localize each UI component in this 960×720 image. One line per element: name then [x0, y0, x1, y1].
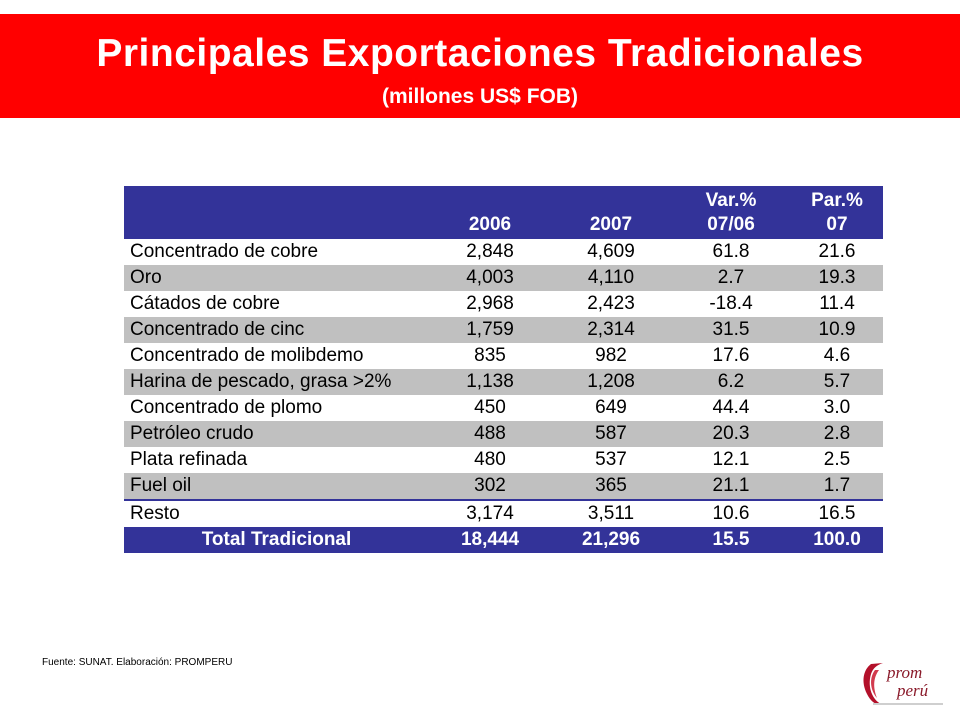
total-2007: 21,296	[551, 527, 671, 553]
total-var: 15.5	[671, 527, 791, 553]
table-row: Concentrado de plomo 450 649 44.4 3.0	[124, 395, 883, 421]
table-row: Cátados de cobre 2,968 2,423 -18.4 11.4	[124, 291, 883, 317]
row-var: 44.4	[671, 395, 791, 421]
row-name: Concentrado de cinc	[124, 317, 429, 343]
row-var: 21.1	[671, 473, 791, 500]
header-2006: 2006	[429, 186, 551, 239]
row-name: Fuel oil	[124, 473, 429, 500]
header-2007: 2007	[551, 186, 671, 239]
promperu-logo: prom perú	[863, 663, 943, 705]
row-2007: 587	[551, 421, 671, 447]
logo-text-peru: perú	[896, 681, 928, 700]
row-var: -18.4	[671, 291, 791, 317]
row-2006: 480	[429, 447, 551, 473]
table-row: Fuel oil 302 365 21.1 1.7	[124, 473, 883, 500]
row-par: 19.3	[791, 265, 883, 291]
logo-text-prom: prom	[886, 663, 922, 682]
total-2006: 18,444	[429, 527, 551, 553]
row-2006: 488	[429, 421, 551, 447]
row-name: Resto	[124, 499, 429, 527]
row-var: 2.7	[671, 265, 791, 291]
table-row: Plata refinada 480 537 12.1 2.5	[124, 447, 883, 473]
table-row: Oro 4,003 4,110 2.7 19.3	[124, 265, 883, 291]
row-name: Petróleo crudo	[124, 421, 429, 447]
row-var: 17.6	[671, 343, 791, 369]
row-2007: 537	[551, 447, 671, 473]
row-var: 6.2	[671, 369, 791, 395]
total-row: Total Tradicional 18,444 21,296 15.5 100…	[124, 527, 883, 553]
row-2006: 2,848	[429, 239, 551, 265]
row-2006: 450	[429, 395, 551, 421]
table-row: Harina de pescado, grasa >2% 1,138 1,208…	[124, 369, 883, 395]
row-2007: 4,110	[551, 265, 671, 291]
row-2007: 2,423	[551, 291, 671, 317]
total-name: Total Tradicional	[124, 527, 429, 553]
row-var: 20.3	[671, 421, 791, 447]
row-par: 2.5	[791, 447, 883, 473]
row-name: Plata refinada	[124, 447, 429, 473]
row-2007: 649	[551, 395, 671, 421]
table-header-row: 2006 2007 Var.% 07/06 Par.% 07	[124, 186, 883, 239]
row-var: 10.6	[671, 499, 791, 527]
row-2007: 982	[551, 343, 671, 369]
page-subtitle: (millones US$ FOB)	[381, 85, 579, 108]
logo-swoosh-icon	[863, 663, 883, 705]
row-var: 12.1	[671, 447, 791, 473]
row-2007: 2,314	[551, 317, 671, 343]
header-par-line2: 07	[826, 214, 848, 235]
row-2006: 2,968	[429, 291, 551, 317]
page-title: Principales Exportaciones Tradicionales	[96, 32, 864, 75]
row-var: 61.8	[671, 239, 791, 265]
source-note: Fuente: SUNAT. Elaboración: PROMPERU	[42, 657, 233, 668]
exports-table: 2006 2007 Var.% 07/06 Par.% 07 Concentra…	[124, 186, 883, 553]
row-name: Concentrado de plomo	[124, 395, 429, 421]
row-par: 11.4	[791, 291, 883, 317]
row-par: 10.9	[791, 317, 883, 343]
header-product	[124, 186, 429, 239]
header-var-line2: 07/06	[707, 214, 755, 235]
row-2007: 4,609	[551, 239, 671, 265]
row-par: 4.6	[791, 343, 883, 369]
row-name: Cátados de cobre	[124, 291, 429, 317]
logo-swoosh-inner-icon	[871, 670, 879, 698]
table-row: Petróleo crudo 488 587 20.3 2.8	[124, 421, 883, 447]
header-par: Par.% 07	[791, 186, 883, 239]
row-par: 5.7	[791, 369, 883, 395]
row-2006: 302	[429, 473, 551, 500]
title-banner: Principales Exportaciones Tradicionales …	[0, 14, 960, 118]
row-2007: 3,511	[551, 499, 671, 527]
row-2007: 365	[551, 473, 671, 500]
row-2006: 4,003	[429, 265, 551, 291]
table-row: Concentrado de cobre 2,848 4,609 61.8 21…	[124, 239, 883, 265]
row-name: Concentrado de cobre	[124, 239, 429, 265]
row-name: Concentrado de molibdemo	[124, 343, 429, 369]
table-row: Resto 3,174 3,511 10.6 16.5	[124, 499, 883, 527]
row-2006: 3,174	[429, 499, 551, 527]
logo-caption-line	[873, 703, 943, 705]
row-par: 1.7	[791, 473, 883, 500]
row-name: Oro	[124, 265, 429, 291]
row-par: 2.8	[791, 421, 883, 447]
total-par: 100.0	[791, 527, 883, 553]
row-2006: 1,138	[429, 369, 551, 395]
table-row: Concentrado de cinc 1,759 2,314 31.5 10.…	[124, 317, 883, 343]
row-2006: 835	[429, 343, 551, 369]
row-par: 3.0	[791, 395, 883, 421]
row-2007: 1,208	[551, 369, 671, 395]
row-par: 16.5	[791, 499, 883, 527]
header-par-line1: Par.%	[811, 190, 863, 211]
row-2006: 1,759	[429, 317, 551, 343]
row-par: 21.6	[791, 239, 883, 265]
header-var-line1: Var.%	[705, 190, 757, 211]
row-name: Harina de pescado, grasa >2%	[124, 369, 429, 395]
table-row: Concentrado de molibdemo 835 982 17.6 4.…	[124, 343, 883, 369]
header-var: Var.% 07/06	[671, 186, 791, 239]
row-var: 31.5	[671, 317, 791, 343]
